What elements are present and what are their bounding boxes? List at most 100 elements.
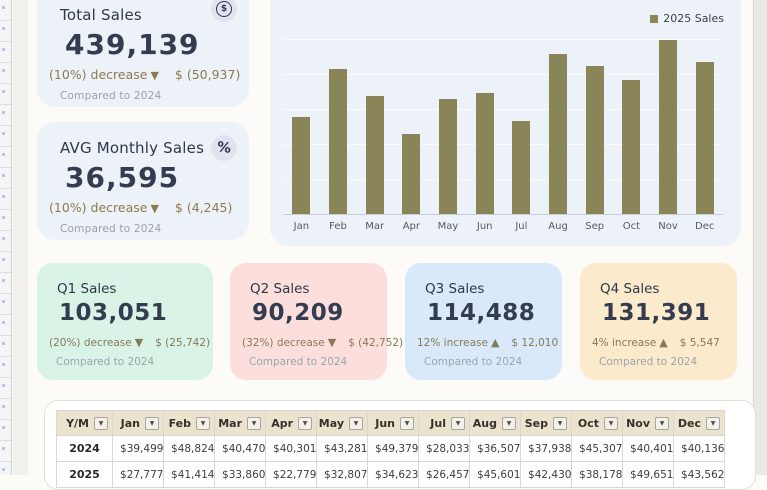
cell-2025-may[interactable]: $32,807 [317, 462, 368, 488]
col-header-label: Mar [218, 416, 242, 430]
cell-2025-nov[interactable]: $49,651 [623, 462, 674, 488]
x-tick-aug: Aug [548, 221, 568, 232]
cell-2024-sep[interactable]: $37,938 [521, 436, 572, 462]
col-header-label: Feb [168, 416, 191, 430]
col-header-label: Y/M [66, 416, 89, 430]
col-header-oct: Oct ▼ [572, 411, 623, 436]
bar-cell-apr [393, 134, 430, 214]
currency-symbol: $ [477, 442, 484, 455]
cell-2025-mar[interactable]: $33,860 [215, 462, 266, 488]
bar-cell-dec [686, 61, 723, 214]
row-label-2024[interactable]: 2024 [57, 436, 113, 462]
quarter-value: 131,391 [602, 300, 711, 326]
filter-button-jul[interactable]: ▼ [451, 416, 465, 430]
x-tick-feb: Feb [329, 221, 347, 232]
cell-value: 37,938 [534, 442, 572, 455]
cell-2025-jan[interactable]: $27,777 [113, 462, 164, 488]
col-header-label: Jan [120, 416, 140, 430]
x-tick-jul: Jul [515, 221, 528, 232]
comparison-note: Compared to 2024 [60, 90, 162, 102]
delta-value: $ (50,937) [174, 67, 241, 82]
cell-2024-may[interactable]: $43,281 [317, 436, 368, 462]
bar-cell-mar [356, 95, 393, 214]
cell-2025-sep[interactable]: $42,430 [521, 462, 572, 488]
cell-value: 39,499 [126, 442, 164, 455]
filter-button-nov[interactable]: ▼ [655, 416, 669, 430]
filter-button-sep[interactable]: ▼ [553, 416, 567, 430]
x-tick-nov: Nov [658, 221, 678, 232]
currency-symbol: $ [681, 442, 688, 455]
cell-2024-dec[interactable]: $40,136 [674, 436, 725, 462]
table-row-2025: 2025 $27,777 $41,414 $33,860 $22,779 $32,807 $… [57, 462, 725, 488]
cell-2025-oct[interactable]: $38,178 [572, 462, 623, 488]
filter-button-may[interactable]: ▼ [349, 416, 363, 430]
vertical-scrollbar[interactable] [753, 0, 767, 475]
cell-2025-apr[interactable]: $22,779 [266, 462, 317, 488]
bar-cell-jun [466, 92, 503, 214]
delta-value: $ (4,245) [174, 200, 233, 215]
cell-2025-aug[interactable]: $45,601 [470, 462, 521, 488]
col-header-jan: Jan ▼ [113, 411, 164, 436]
quarter-title: Q4 Sales [600, 281, 660, 297]
filter-button-dec[interactable]: ▼ [706, 416, 720, 430]
bar-cell-feb [320, 69, 357, 214]
filter-button-jun[interactable]: ▼ [400, 416, 414, 430]
col-header-label: Dec [677, 416, 701, 430]
bar-jun [475, 92, 494, 214]
cell-2024-aug[interactable]: $36,507 [470, 436, 521, 462]
x-tick-dec: Dec [695, 221, 715, 232]
filter-button-oct[interactable]: ▼ [604, 416, 618, 430]
bar-cell-aug [540, 54, 577, 214]
cell-2024-jan[interactable]: $39,499 [113, 436, 164, 462]
cell-2025-feb[interactable]: $41,414 [164, 462, 215, 488]
monthly-sales-table-card: Y/M ▼ Jan ▼ Feb ▼ Mar ▼ Apr ▼ May ▼ Jun ▼ Jul ▼ Aug ▼ Sep ▼… [44, 400, 756, 490]
delta-value: $ (42,752) [348, 337, 404, 349]
cell-2024-jun[interactable]: $49,379 [368, 436, 419, 462]
bar-jul [512, 121, 531, 214]
bar-series [283, 5, 723, 214]
bar-sep [585, 65, 604, 214]
filter-button-jan[interactable]: ▼ [145, 416, 159, 430]
cell-2025-jul[interactable]: $26,457 [419, 462, 470, 488]
cell-value: 28,033 [432, 442, 470, 455]
col-header-label: Apr [271, 416, 293, 430]
card-title: AVG Monthly Sales [60, 139, 205, 157]
filter-button-y-m[interactable]: ▼ [94, 416, 108, 430]
change-line: (10%) decrease ▼ $ (4,245) [49, 200, 233, 215]
cell-value: 45,307 [585, 442, 623, 455]
col-header-aug: Aug ▼ [470, 411, 521, 436]
quarter-value: 114,488 [427, 300, 536, 326]
cell-value: 40,470 [228, 442, 266, 455]
col-header-dec: Dec ▼ [674, 411, 725, 436]
col-header-label: Oct [577, 416, 599, 430]
change-line: 12% increase ▲ $ 12,010 [417, 336, 559, 349]
col-header-apr: Apr ▼ [266, 411, 317, 436]
bar-may [439, 99, 458, 214]
cell-2025-jun[interactable]: $34,623 [368, 462, 419, 488]
delta-value: $ 12,010 [511, 337, 559, 349]
quarter-card: Q4 Sales 131,391 4% increase ▲ $ 5,547 Com… [580, 263, 737, 380]
filter-button-aug[interactable]: ▼ [502, 416, 516, 430]
filter-button-mar[interactable]: ▼ [247, 416, 261, 430]
cell-2024-oct[interactable]: $45,307 [572, 436, 623, 462]
bar-jan [292, 116, 311, 214]
cell-2024-apr[interactable]: $40,301 [266, 436, 317, 462]
filter-button-feb[interactable]: ▼ [196, 416, 210, 430]
filter-button-apr[interactable]: ▼ [298, 416, 312, 430]
row-label-2025[interactable]: 2025 [57, 462, 113, 488]
bar-feb [329, 69, 347, 214]
quarter-value: 90,209 [252, 300, 344, 326]
cell-value: 40,401 [636, 442, 674, 455]
cell-2025-dec[interactable]: $43,562 [674, 462, 725, 488]
down-arrow-icon: ▼ [134, 336, 144, 349]
cell-2024-mar[interactable]: $40,470 [215, 436, 266, 462]
bar-apr [402, 134, 421, 214]
cell-2024-jul[interactable]: $28,033 [419, 436, 470, 462]
quarter-value: 103,051 [59, 300, 168, 326]
col-header-may: May ▼ [317, 411, 368, 436]
cell-2024-feb[interactable]: $48,824 [164, 436, 215, 462]
cell-value: 36,507 [483, 442, 521, 455]
quarter-title: Q1 Sales [57, 281, 117, 297]
quarter-card: Q1 Sales 103,051 (20%) decrease ▼ $ (25,74… [37, 263, 213, 380]
cell-2024-nov[interactable]: $40,401 [623, 436, 674, 462]
